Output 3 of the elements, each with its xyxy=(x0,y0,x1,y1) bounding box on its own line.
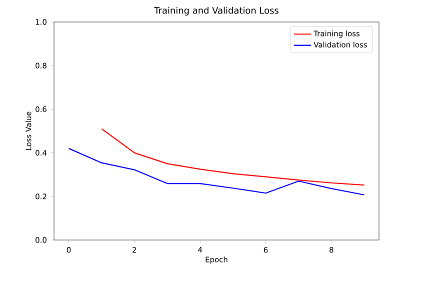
chart-title: Training and Validation Loss xyxy=(154,6,278,16)
line-series xyxy=(68,148,365,196)
line-series xyxy=(101,128,365,186)
